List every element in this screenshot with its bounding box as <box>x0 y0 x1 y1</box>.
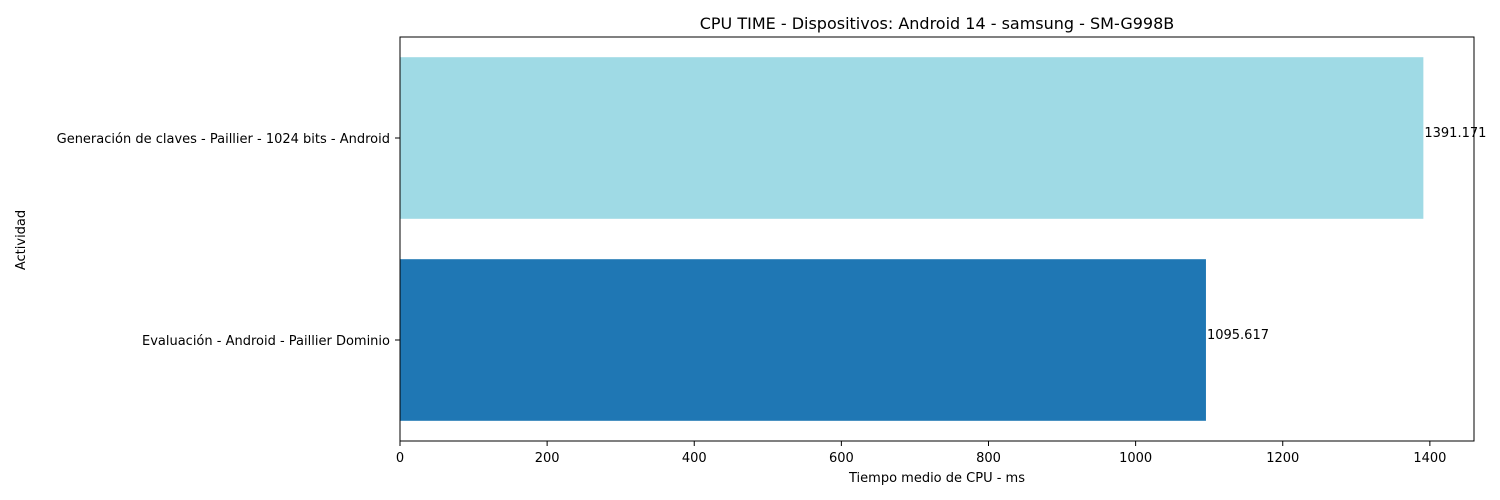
x-tick-label-0: 0 <box>396 451 404 466</box>
bars-layer: 1391.171 1095.617 <box>400 57 1486 421</box>
bar-0 <box>400 57 1424 219</box>
x-tick-label-7: 1400 <box>1413 451 1446 466</box>
x-axis-label: Tiempo medio de CPU - ms <box>848 471 1025 486</box>
x-tick-label-6: 1200 <box>1266 451 1299 466</box>
bar-1 <box>400 259 1206 421</box>
chart-title: CPU TIME - Dispositivos: Android 14 - sa… <box>700 14 1175 33</box>
y-tick-label-1: Evaluación - Android - Paillier Dominio <box>142 334 390 349</box>
y-axis-ticks: Generación de claves - Paillier - 1024 b… <box>57 132 400 349</box>
x-tick-label-4: 800 <box>976 451 1001 466</box>
x-axis-ticks: 0 200 400 600 800 1000 1200 1400 <box>396 441 1446 466</box>
bar-value-label-1: 1095.617 <box>1207 328 1269 343</box>
y-tick-label-0: Generación de claves - Paillier - 1024 b… <box>57 132 390 147</box>
bar-value-label-0: 1391.171 <box>1424 126 1486 141</box>
x-tick-label-3: 600 <box>829 451 854 466</box>
y-axis-label: Actividad <box>14 210 29 270</box>
plot-frame <box>399 36 1475 442</box>
x-tick-label-2: 400 <box>682 451 707 466</box>
x-tick-label-5: 1000 <box>1119 451 1152 466</box>
x-tick-label-1: 200 <box>535 451 560 466</box>
